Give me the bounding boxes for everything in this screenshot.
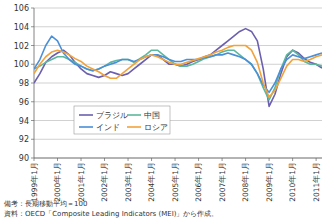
y-tick: [31, 139, 34, 140]
x-tick-label: 2002年1月: [100, 162, 109, 202]
annotation: 備考：長期移動平均＝100: [4, 200, 87, 208]
grid-line: [34, 101, 322, 102]
x-tick: [57, 158, 58, 161]
y-tick: [31, 158, 34, 159]
y-tick: [31, 101, 34, 102]
x-tick-label: 1999年1月: [30, 162, 39, 202]
x-tick: [104, 158, 105, 161]
y-tick-label: 94: [19, 117, 29, 126]
x-axis: [34, 158, 322, 159]
y-tick-label: 104: [14, 23, 29, 32]
legend-swatch: [79, 126, 93, 128]
chart: 90 92 94 96 98 100 102 104 106 1999年1月 2000年1月 2001…: [0, 0, 330, 220]
y-tick-label: 98: [19, 79, 29, 88]
x-tick: [198, 158, 199, 161]
annotation: 資料：OECD「Composite Leading Indicators (ME…: [4, 210, 218, 218]
x-tick-label: 2006年1月: [194, 162, 203, 202]
x-tick-label: 2009年1月: [265, 162, 274, 202]
grid-line: [34, 139, 322, 140]
x-tick-label: 2001年1月: [77, 162, 86, 202]
x-tick: [128, 158, 129, 161]
series-line: [34, 46, 322, 98]
legend-swatch: [127, 126, 141, 128]
legend-swatch: [127, 114, 141, 116]
x-tick-label: 2010年1月: [288, 162, 297, 202]
series-line: [34, 29, 322, 107]
legend-label: インド: [96, 123, 120, 132]
legend-label: 中国: [144, 111, 160, 120]
y-tick-label: 90: [19, 154, 29, 163]
x-tick: [151, 158, 152, 161]
grid-line: [34, 45, 322, 46]
x-tick-label: 2000年1月: [53, 162, 62, 202]
series-group: [34, 29, 322, 107]
x-tick: [222, 158, 223, 161]
grid-line: [34, 158, 322, 159]
x-tick-label: 2003年1月: [124, 162, 133, 202]
y-tick-label: 92: [19, 135, 29, 144]
x-tick-label: 2004年1月: [147, 162, 156, 202]
legend-swatch: [79, 114, 93, 116]
x-tick: [245, 158, 246, 161]
y-tick-label: 100: [14, 60, 29, 69]
x-tick-label: 2011年1月: [312, 162, 321, 202]
y-tick: [31, 64, 34, 65]
x-tick: [34, 158, 35, 161]
x-tick: [81, 158, 82, 161]
y-tick-label: 102: [14, 42, 29, 51]
x-tick: [292, 158, 293, 161]
legend-label: ロシア: [144, 123, 168, 132]
y-tick: [31, 83, 34, 84]
y-tick-label: 106: [14, 4, 29, 13]
y-tick: [31, 26, 34, 27]
x-tick-label: 2005年1月: [171, 162, 180, 202]
y-tick: [31, 45, 34, 46]
legend-box: [74, 106, 170, 134]
grid-line: [34, 8, 322, 9]
y-tick: [31, 120, 34, 121]
legend-label: ブラジル: [96, 111, 128, 120]
x-tick: [316, 158, 317, 161]
x-tick: [175, 158, 176, 161]
y-tick-label: 96: [19, 98, 29, 107]
x-tick-label: 2008年1月: [241, 162, 250, 202]
x-tick: [269, 158, 270, 161]
grid-line: [34, 26, 322, 27]
x-tick-label: 2007年1月: [218, 162, 227, 202]
y-tick: [31, 8, 34, 9]
